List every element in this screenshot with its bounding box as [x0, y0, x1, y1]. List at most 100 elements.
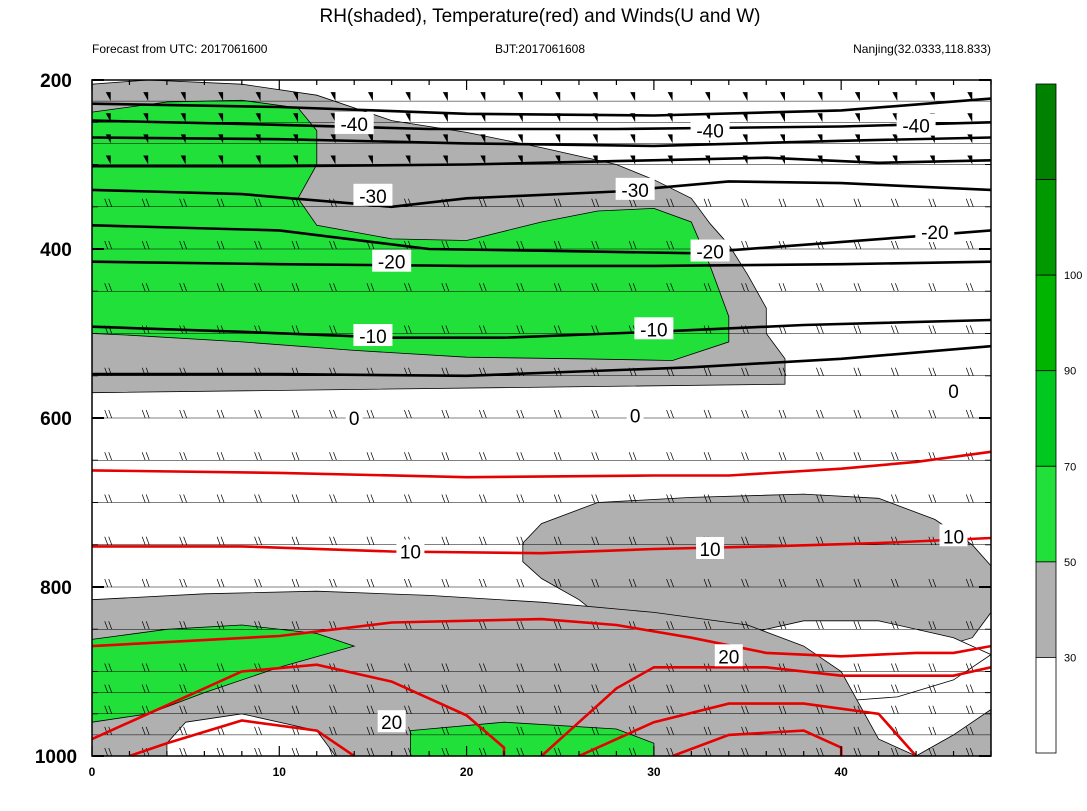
wind-barb — [553, 578, 562, 588]
wind-barb — [216, 536, 225, 545]
wind-barb — [329, 494, 337, 503]
contour-label: 20 — [381, 713, 402, 734]
wind-barb — [291, 283, 300, 292]
wind-barb — [553, 684, 562, 693]
wind-barb — [254, 621, 262, 630]
wind-barb — [741, 747, 749, 756]
wind-barb — [593, 71, 598, 80]
chart-subtitle-left: Forecast from UTC: 2017061600 — [92, 42, 268, 56]
wind-barb — [254, 747, 262, 756]
wind-barb — [179, 726, 187, 735]
wind-barb — [703, 367, 712, 376]
contour-label: -40 — [902, 117, 929, 138]
wind-barb — [741, 578, 749, 588]
wind-barb — [891, 663, 899, 672]
wind-barb — [255, 155, 261, 165]
wind-barb-row — [104, 747, 974, 756]
wind-barb — [254, 684, 262, 693]
colorbar-segment — [1035, 561, 1057, 658]
wind-barb — [516, 409, 525, 419]
wind-barb — [667, 134, 673, 144]
colorbar-segment — [1035, 274, 1057, 372]
wind-barb — [480, 134, 486, 144]
wind-barb — [518, 71, 523, 80]
wind-barb — [291, 325, 300, 334]
wind-barb — [965, 240, 974, 250]
contour-label: -10 — [640, 320, 667, 341]
wind-barb — [291, 452, 300, 461]
wind-barb — [216, 409, 225, 419]
wind-barb-row — [104, 409, 974, 419]
wind-barb — [666, 726, 674, 735]
wind-barb — [478, 409, 487, 419]
y-tick-label: 600 — [40, 409, 72, 430]
wind-barb — [179, 240, 187, 250]
wind-barb — [105, 92, 111, 102]
contour-label: -20 — [696, 243, 723, 264]
colorbar-label: 30 — [1064, 652, 1076, 664]
wind-barb — [441, 747, 450, 756]
wind-barb-row — [104, 536, 974, 545]
wind-barb — [628, 240, 637, 250]
wind-barb — [216, 747, 225, 756]
wind-barb — [741, 494, 749, 503]
wind-barb — [928, 747, 937, 756]
wind-barb — [104, 198, 113, 207]
wind-barb — [628, 684, 637, 693]
wind-barb — [179, 198, 187, 207]
wind-barb — [480, 92, 486, 102]
wind-barb — [216, 240, 225, 250]
wind-barb — [967, 71, 972, 80]
wind-barb — [816, 684, 824, 693]
wind-barb — [141, 663, 150, 672]
wind-barb — [517, 134, 523, 144]
wind-barb — [703, 578, 712, 588]
wind-barb — [628, 705, 637, 714]
wind-barb — [928, 684, 937, 693]
wind-barb — [179, 283, 187, 292]
wind-barb — [516, 325, 525, 334]
wind-barb — [329, 578, 337, 588]
wind-barb — [741, 705, 749, 714]
contour-label: 10 — [699, 540, 720, 561]
wind-barb — [179, 705, 187, 714]
contour-labels-layer: -40 -40 -40 -30 -30 -20 -20 -20 -10 -10 0 0 0 10 10 10 2… — [334, 111, 968, 734]
wind-barb — [628, 536, 637, 545]
wind-barb — [366, 536, 375, 545]
wind-barb — [329, 726, 337, 735]
wind-barb — [329, 705, 337, 714]
wind-barb — [630, 92, 636, 102]
rh-region-10 — [915, 709, 991, 756]
wind-barb — [853, 198, 862, 207]
wind-barb — [141, 494, 150, 503]
contour-label-box — [345, 406, 363, 428]
wind-barb — [816, 283, 824, 292]
contour-label: -20 — [921, 223, 948, 244]
wind-barb — [478, 198, 487, 207]
wind-barb — [705, 92, 711, 102]
wind-barb — [778, 684, 787, 693]
wind-barb — [591, 198, 600, 207]
wind-barb — [179, 536, 187, 545]
temperature-contour-black-4 — [92, 180, 991, 209]
wind-barb — [179, 747, 187, 756]
wind-barb — [366, 452, 375, 461]
wind-barb — [965, 578, 974, 588]
temperature-contour-red-3 — [92, 663, 506, 756]
wind-barb — [254, 578, 262, 588]
wind-barb — [441, 452, 450, 461]
wind-barb — [255, 113, 261, 123]
wind-barb-row — [104, 705, 974, 714]
wind-barb — [666, 578, 674, 588]
wind-barb — [254, 726, 262, 735]
wind-barb — [179, 494, 187, 503]
contour-label-box — [353, 183, 393, 206]
wind-barb — [291, 705, 300, 714]
wind-barb — [853, 726, 862, 735]
wind-barb — [516, 536, 525, 545]
wind-barb — [254, 283, 262, 292]
wind-barb — [891, 283, 899, 292]
contour-label-box — [377, 710, 406, 733]
wind-barb — [741, 452, 749, 461]
wind-barb — [553, 747, 562, 756]
